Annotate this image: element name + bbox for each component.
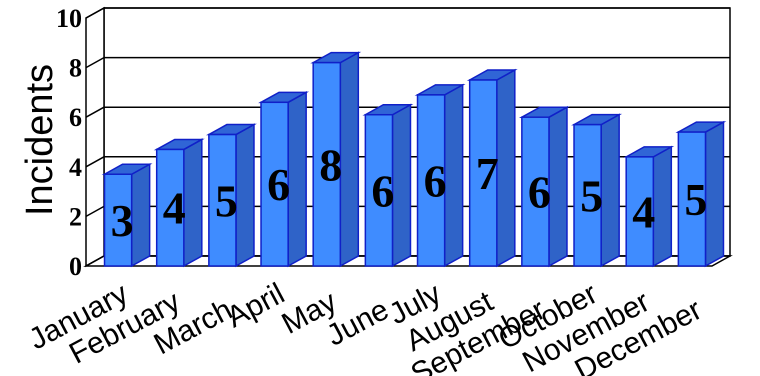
value-label: 5 [215, 175, 238, 226]
bar-front [155, 148, 185, 267]
value-label: 6 [267, 159, 290, 210]
bar-side [235, 123, 255, 268]
bar [571, 113, 623, 268]
bar-side [391, 103, 412, 268]
gridline-side [85, 156, 105, 168]
bar [205, 123, 257, 268]
value-label: 8 [319, 139, 342, 190]
y-tick-label: 0 [69, 252, 82, 281]
value-label: 4 [632, 186, 655, 237]
bar-side [287, 91, 307, 268]
bar [153, 138, 205, 268]
bar-front [468, 79, 498, 267]
bar-front [103, 173, 133, 267]
bar-side [496, 68, 516, 268]
value-labels: 3 4 5 6 86 6 7 6 5 4 5 [111, 139, 708, 246]
y-tick-label: 8 [69, 54, 82, 83]
bar [414, 83, 466, 268]
y-tick-labels: 0 2 4 6 8 10 [56, 4, 82, 281]
bar [623, 145, 675, 268]
bar-front [625, 156, 655, 267]
bar [101, 162, 153, 268]
value-label: 5 [580, 170, 603, 221]
bar [518, 105, 570, 268]
bar-front [260, 101, 289, 267]
bar-front [416, 94, 446, 267]
bar-front [521, 116, 550, 267]
bar [675, 120, 727, 268]
bar [362, 103, 414, 268]
gridline-side [85, 205, 105, 218]
gridline-side [85, 106, 105, 118]
bar-side [443, 83, 464, 268]
bar-side [704, 120, 725, 268]
y-axis-label: Incidents [19, 64, 61, 216]
bar-side [652, 145, 673, 268]
bar-front [364, 113, 394, 267]
value-label: 6 [371, 165, 394, 216]
value-label: 6 [424, 155, 447, 206]
bar [310, 51, 362, 268]
value-label: 4 [163, 183, 186, 234]
gridline-side [85, 56, 105, 69]
value-label: 3 [111, 195, 134, 246]
gridline-side [85, 7, 105, 19]
bar-front [312, 61, 342, 267]
y-tick-label: 4 [69, 153, 82, 182]
value-label: 7 [476, 148, 499, 199]
y-tick-label: 10 [56, 4, 82, 33]
side-wall [85, 6, 105, 268]
bar-front [208, 133, 237, 267]
bar [466, 68, 518, 268]
bar-side [183, 138, 203, 268]
value-label: 5 [684, 174, 707, 225]
y-tick-label: 6 [69, 103, 82, 132]
bar-front [573, 123, 602, 267]
bar-side [339, 51, 360, 268]
category-label: April [221, 277, 289, 334]
bar-side [130, 162, 151, 268]
category-labels: JanuaryFebruaryMarchAprilMayJuneJulyAugu… [24, 277, 708, 376]
bar [258, 91, 310, 268]
bar-front [677, 131, 707, 267]
y-tick-label: 2 [69, 202, 82, 231]
bar-side [548, 105, 568, 268]
gridline-side [85, 255, 105, 267]
bars [101, 51, 727, 268]
value-label: 6 [528, 167, 551, 218]
bar-side [600, 113, 620, 268]
